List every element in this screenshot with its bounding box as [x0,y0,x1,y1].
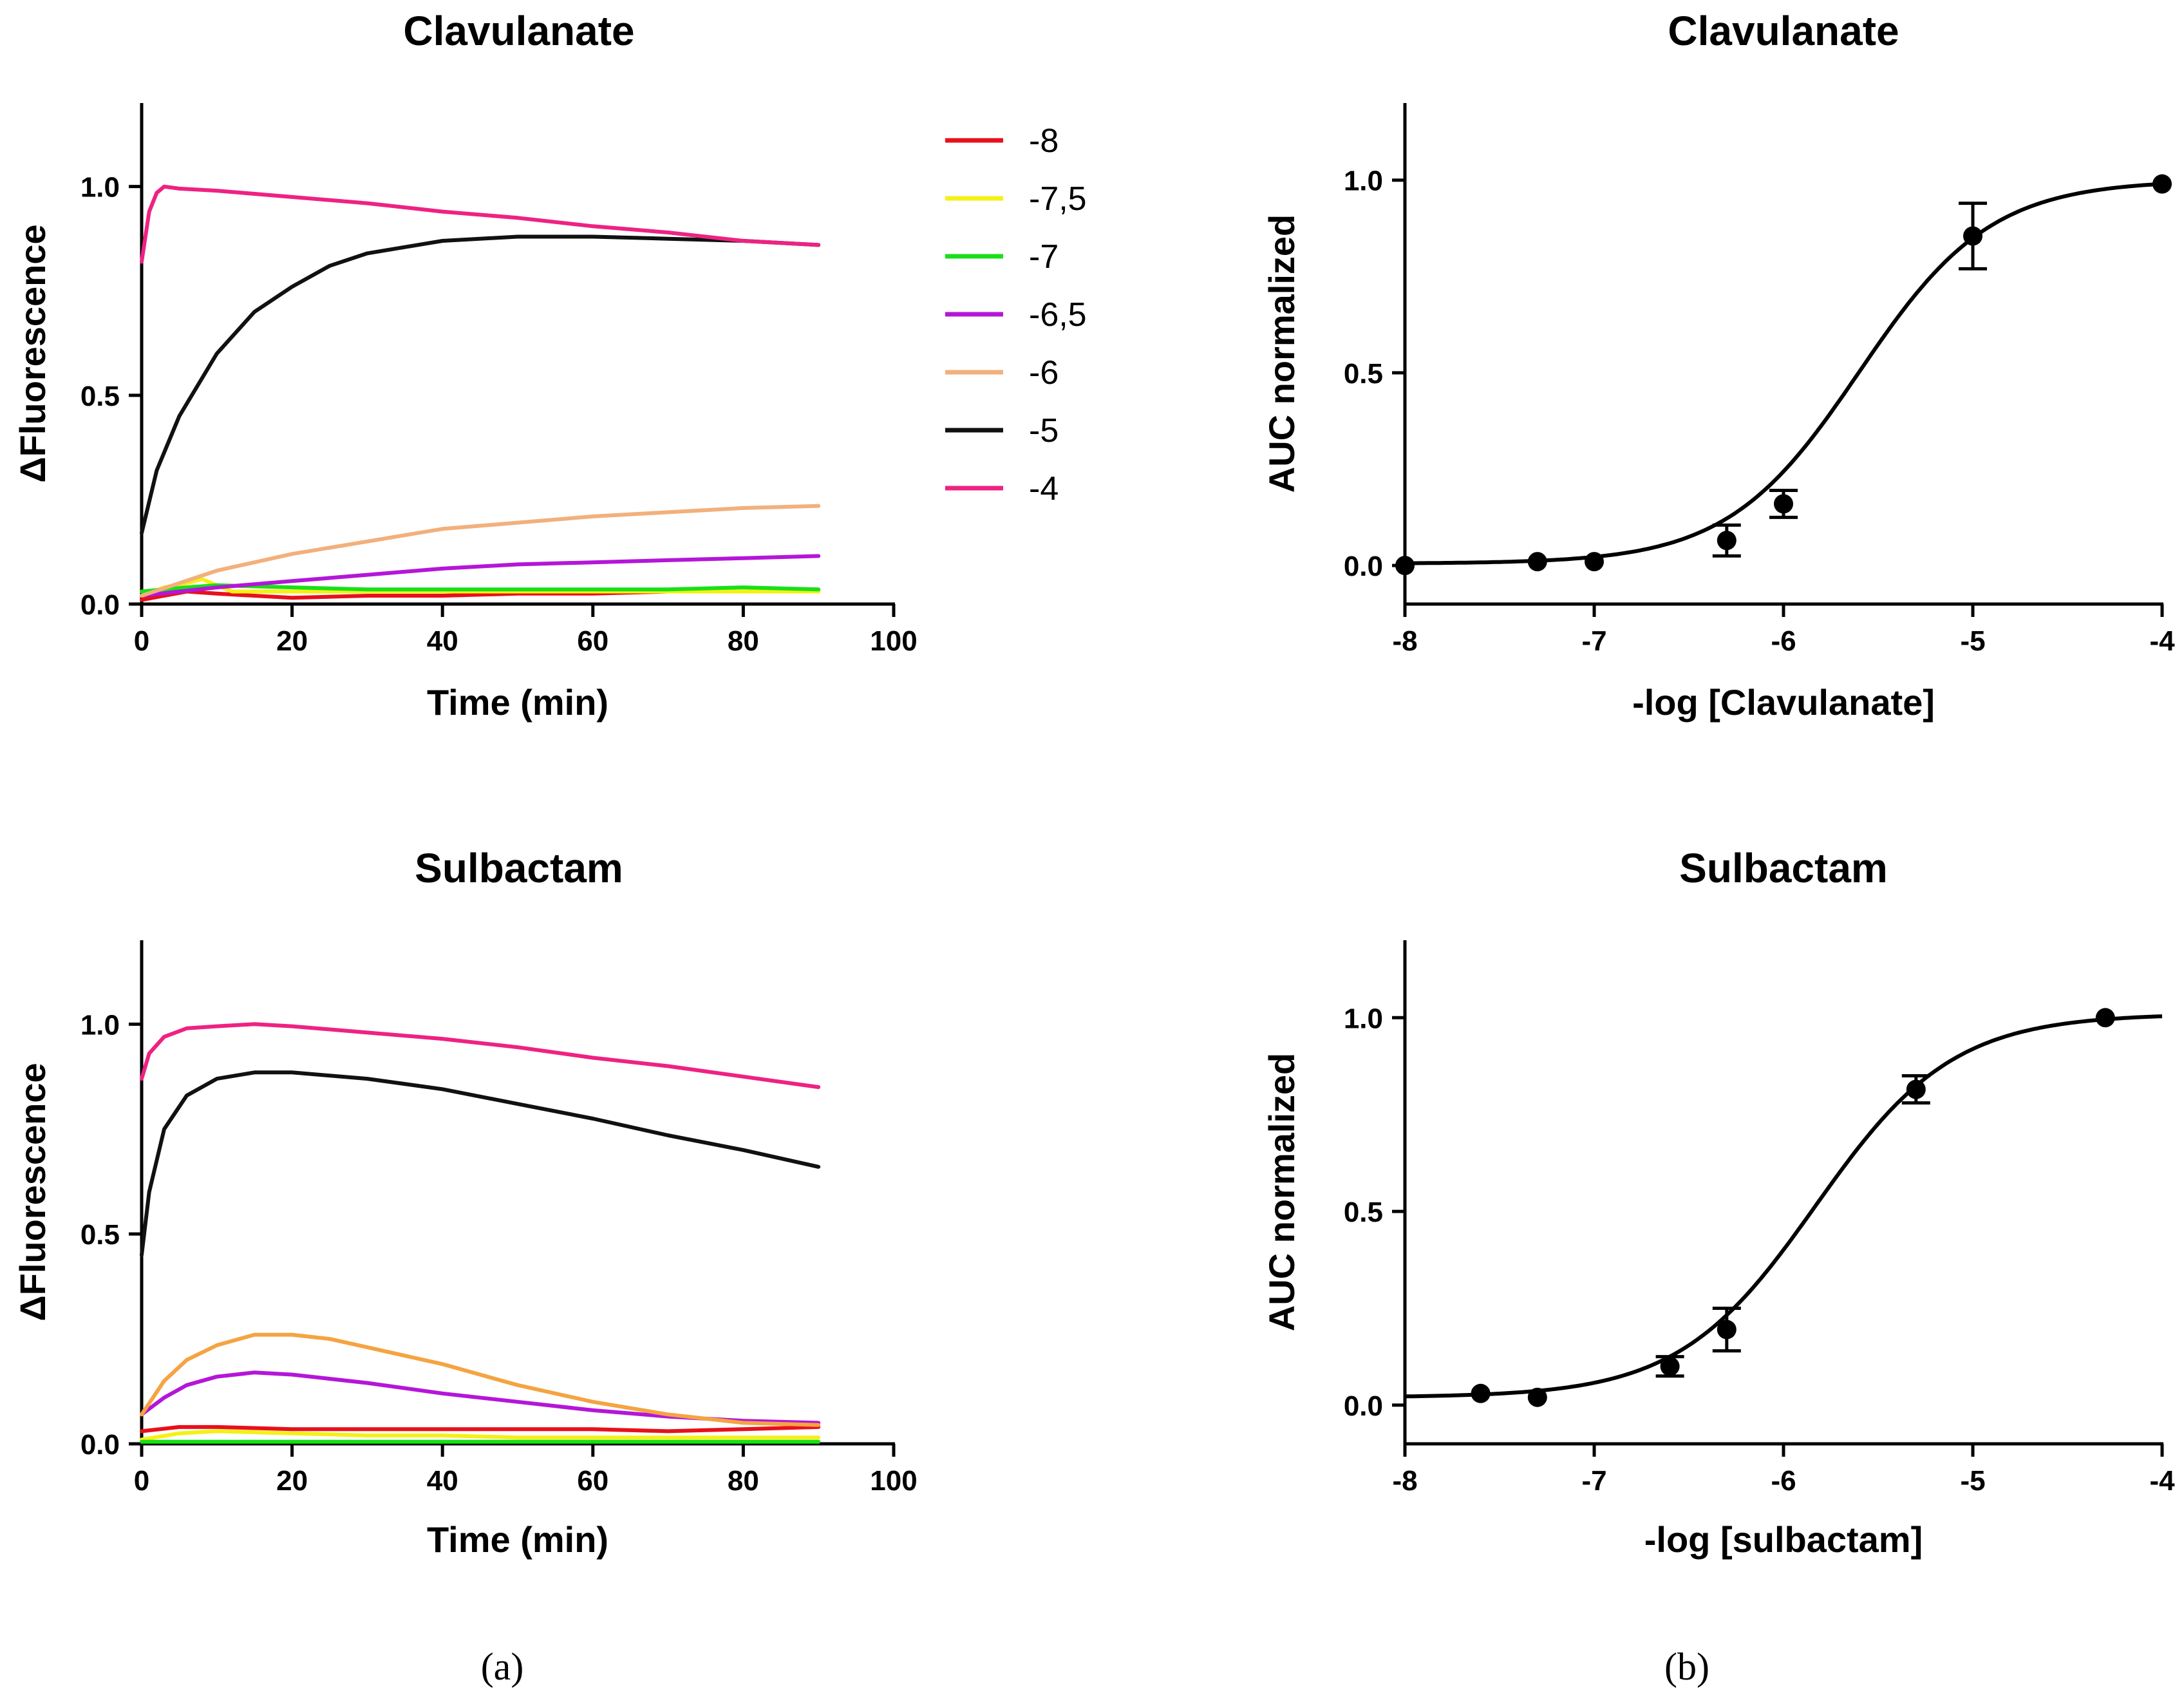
y-axis-label: ΔFluorescence [12,1063,53,1321]
x-tick-label: 0 [134,1465,149,1497]
y-tick-label: 0.0 [1344,1390,1383,1422]
chart-title: Clavulanate [403,8,634,54]
chart-title: Sulbactam [1679,845,1888,891]
series-line--5 [140,234,821,535]
legend: -8 -7,5 -7 -6,5 -6 -5 -4 [945,122,1087,507]
series-line--4 [140,1022,821,1090]
data-point [1774,494,1793,514]
chart-title: Clavulanate [1668,8,1899,54]
x-tick-label: -5 [1960,625,1985,657]
legend-label: -7,5 [1029,180,1087,218]
x-tick-label: -6 [1771,625,1796,657]
legend-label: -6 [1029,354,1059,392]
y-tick-label: 1.0 [80,172,120,204]
y-tick-label: 0.5 [80,381,120,412]
y-tick-label: 1.0 [1344,166,1383,197]
data-point [1527,552,1547,572]
x-axis-label: -log [Clavulanate] [1632,682,1935,723]
x-tick-label: -5 [1960,1465,1985,1497]
x-tick-label: 100 [870,1465,917,1497]
y-axis-label: AUC normalized [1261,214,1302,493]
x-tick-label: 100 [870,625,917,657]
y-tick-label: 0.0 [1344,551,1383,582]
legend-label: -5 [1029,412,1059,450]
panel-label-b: (b) [1664,1645,1709,1688]
x-axis-label: -log [sulbactam] [1644,1519,1923,1560]
x-tick-label: -7 [1581,625,1606,657]
x-tick-label: 40 [427,625,458,657]
x-tick-label: 80 [728,1465,759,1497]
legend-label: -6,5 [1029,296,1087,334]
y-tick-label: 0.0 [80,589,120,621]
data-point [1395,556,1415,576]
x-tick-label: -8 [1392,1465,1417,1497]
x-tick-label: 60 [577,1465,608,1497]
legend-label: -8 [1029,122,1059,160]
series-line--8 [140,1425,821,1434]
data-point [1660,1356,1680,1376]
y-axis-label: AUC normalized [1261,1053,1302,1332]
data-point [1527,1387,1547,1407]
data-point [1717,1320,1737,1340]
legend-label: -4 [1029,470,1059,507]
x-tick-label: -7 [1581,1465,1606,1497]
chart-kin-sulb: Sulbactam Time (min) ΔFluorescence 0 20 40 60 8… [12,845,918,1560]
x-tick-label: -4 [2149,625,2175,657]
data-point [2095,1008,2115,1028]
x-tick-label: 80 [728,625,759,657]
series-line--6-5 [140,554,821,598]
series-line--7 [140,583,821,594]
y-tick-label: 0.5 [1344,1197,1383,1228]
y-axis-label: ΔFluorescence [12,224,53,482]
x-tick-label: -4 [2149,1465,2175,1497]
x-axis-label: Time (min) [427,682,608,723]
data-point [2152,174,2172,194]
data-point [1717,531,1737,551]
data-point [1471,1383,1491,1403]
y-tick-label: 1.0 [1344,1003,1383,1034]
series-line--6-5 [140,1370,821,1425]
x-tick-label: 60 [577,625,608,657]
chart-kin-clav: Clavulanate Time (min) ΔFluorescence 0 20 40 6… [12,8,1087,723]
fit-curve [1405,1014,2163,1399]
chart-title: Sulbactam [415,845,623,891]
x-tick-label: -6 [1771,1465,1796,1497]
x-tick-label: 20 [276,625,308,657]
chart-dose-clav: Clavulanate -log [Clavulanate] AUC normali… [1261,8,2175,723]
y-tick-label: 1.0 [80,1009,120,1041]
legend-label: -7 [1029,238,1059,276]
data-point [1963,226,1982,246]
series-line--7-5 [140,1429,821,1442]
x-axis-label: Time (min) [427,1519,608,1560]
x-tick-label: 20 [276,1465,308,1497]
x-tick-label: -8 [1392,625,1417,657]
chart-dose-sulb: Sulbactam -log [sulbactam] AUC normalized -… [1261,845,2175,1560]
y-tick-label: 0.5 [1344,358,1383,390]
data-point [1906,1079,1926,1099]
x-tick-label: 40 [427,1465,458,1497]
y-tick-label: 0.5 [80,1219,120,1251]
series-line--6 [140,504,821,598]
x-tick-label: 0 [134,625,149,657]
y-tick-label: 0.0 [80,1429,120,1461]
panel-label-a: (a) [481,1645,524,1688]
series-line--5 [140,1070,821,1257]
series-line--4 [140,184,821,264]
data-point [1585,552,1604,572]
series-line--6 [140,1332,821,1427]
